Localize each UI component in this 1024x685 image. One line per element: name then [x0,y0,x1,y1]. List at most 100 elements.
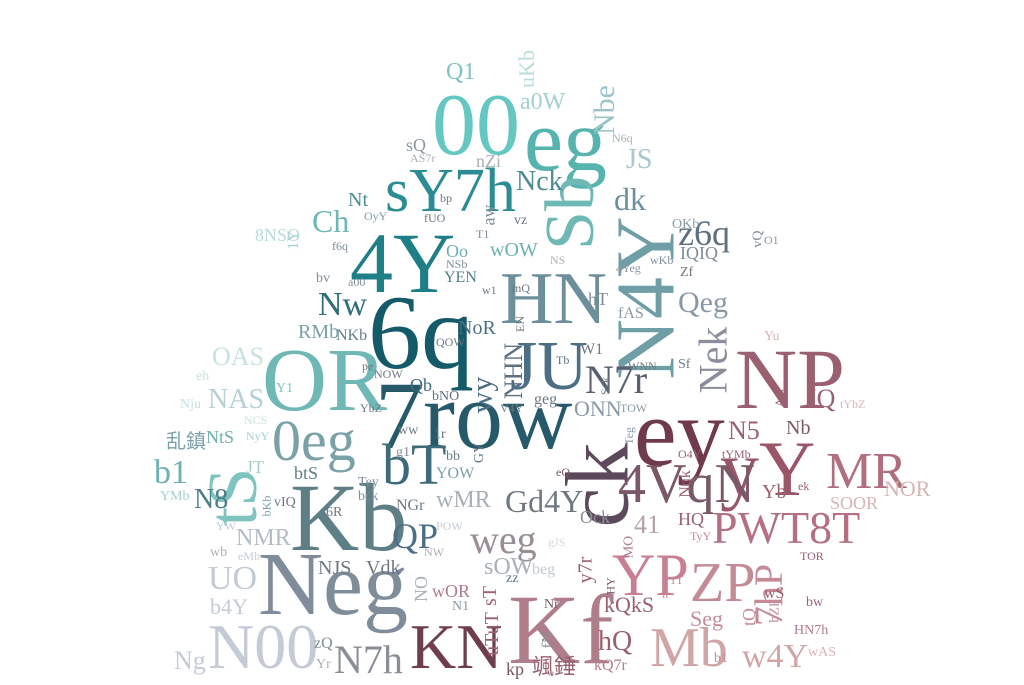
cloud-word: TOR [800,549,824,563]
cloud-word: POW [436,519,463,533]
cloud-word: Tey [358,475,379,490]
cloud-word: IQIQ [680,243,718,263]
cloud-word: YP [612,542,689,608]
cloud-word: Kb [290,464,408,571]
cloud-word: a0W [520,89,566,115]
cloud-word: W1 [580,341,604,358]
cloud-word: tYMb [722,447,751,461]
cloud-word: Zf [680,265,694,280]
cloud-word: sY7h [385,157,516,225]
cloud-word: wAS [808,645,837,660]
cloud-word: Sf [678,357,691,372]
cloud-word: eg [524,93,608,190]
cloud-word: OyY [364,209,388,223]
cloud-word: uKb [513,50,539,88]
cloud-word: N8 [194,484,229,515]
cloud-word: Yu [764,329,780,344]
cloud-word: 4Y [350,215,456,311]
cloud-word: Nw [318,286,368,323]
cloud-word: NS [550,253,566,267]
cloud-word: NOR [884,476,931,501]
cloud-word: GY [472,442,488,464]
cloud-word: O1 [764,233,779,247]
cloud-word: NoR [458,317,496,339]
cloud-word: nZi [476,151,501,171]
cloud-word: wMR [436,487,491,513]
cloud-word: bZP [767,599,783,623]
cloud-word: Oo [446,241,468,261]
cloud-word: YbZ [360,401,382,415]
cloud-word: YW [216,519,236,533]
cloud-word: N7r [585,357,648,402]
cloud-word: Qb [410,375,432,395]
cloud-word: 4VqN [618,453,755,515]
cloud-word: NP [735,331,845,427]
cloud-word: 4Yeg [616,261,641,275]
cloud-word: PWT8T [712,502,861,553]
cloud-word: OAS [212,342,265,371]
cloud-word: Nr [544,597,559,612]
cloud-word: NGr [396,497,425,514]
cloud-word: QP [392,516,439,556]
cloud-word: uTuT [480,612,503,656]
cloud-word: Nek [690,326,736,394]
cloud-word: V4Y [500,401,524,415]
cloud-word: 41 [634,510,660,539]
cloud-word: sQ [406,135,427,155]
cloud-word: Ock [580,507,610,527]
cloud-word: IQ [808,384,836,413]
cloud-word: 0eg [272,408,356,473]
cloud-word: bp [440,191,452,205]
cloud-word: YEN [444,269,477,286]
cloud-word: Y1 [276,381,294,396]
cloud-word: wOR [432,581,471,601]
cloud-word: dk [614,181,646,217]
cloud-word: beg [532,561,556,578]
cloud-word: vz [514,213,528,228]
cloud-word: Teg [621,427,636,445]
cloud-word: ey [634,379,725,486]
cloud-word: bKb [259,495,274,517]
cloud-word: HY [603,577,618,595]
cloud-word: kQkS [604,592,655,617]
cloud-word: eh [196,369,210,384]
cloud-word: g1 [396,445,410,460]
cloud-word: SOOR [830,493,879,513]
cloud-word: Ng [174,646,206,675]
cloud-word: Neg [258,535,408,634]
cloud-word: b4Y [210,594,248,619]
cloud-word: ek [798,479,810,493]
cloud-word: bw [806,595,824,610]
cloud-word: fUO [424,211,446,225]
cloud-word: a00 [348,275,366,289]
cloud-word: HQ [678,509,704,529]
cloud-word: 6q [368,274,474,391]
cloud-word: pe [362,359,374,373]
cloud-word: w1 [482,283,497,297]
cloud-word: 6R [326,505,343,520]
cloud-word: OKb [672,217,700,232]
cloud-word: wOW [490,239,538,261]
cloud-word: 00 [432,77,520,174]
cloud-word: wy [465,376,499,414]
cloud-word: geg [534,391,558,408]
cloud-word: zQ [314,635,333,652]
cloud-word: bNO [432,389,460,404]
cloud-word: Yr [316,657,331,672]
cloud-word: Seg [690,606,723,631]
cloud-word: mQ [512,281,530,295]
cloud-word: Gd4Y [505,483,584,519]
cloud-word: N6q [612,131,633,145]
cloud-word: hQ [598,626,633,657]
cloud-word: Tb [556,353,570,367]
cloud-word: b1 [154,454,188,491]
cloud-word: btS [294,463,319,483]
cloud-word: WNN [628,359,657,373]
cloud-word: Nck [516,166,563,197]
cloud-word: TOW [620,401,648,415]
cloud-word: eQ [556,465,570,479]
cloud-word: Nb [786,417,811,439]
cloud-word: sT [479,586,501,606]
cloud-word: Am [772,389,786,407]
